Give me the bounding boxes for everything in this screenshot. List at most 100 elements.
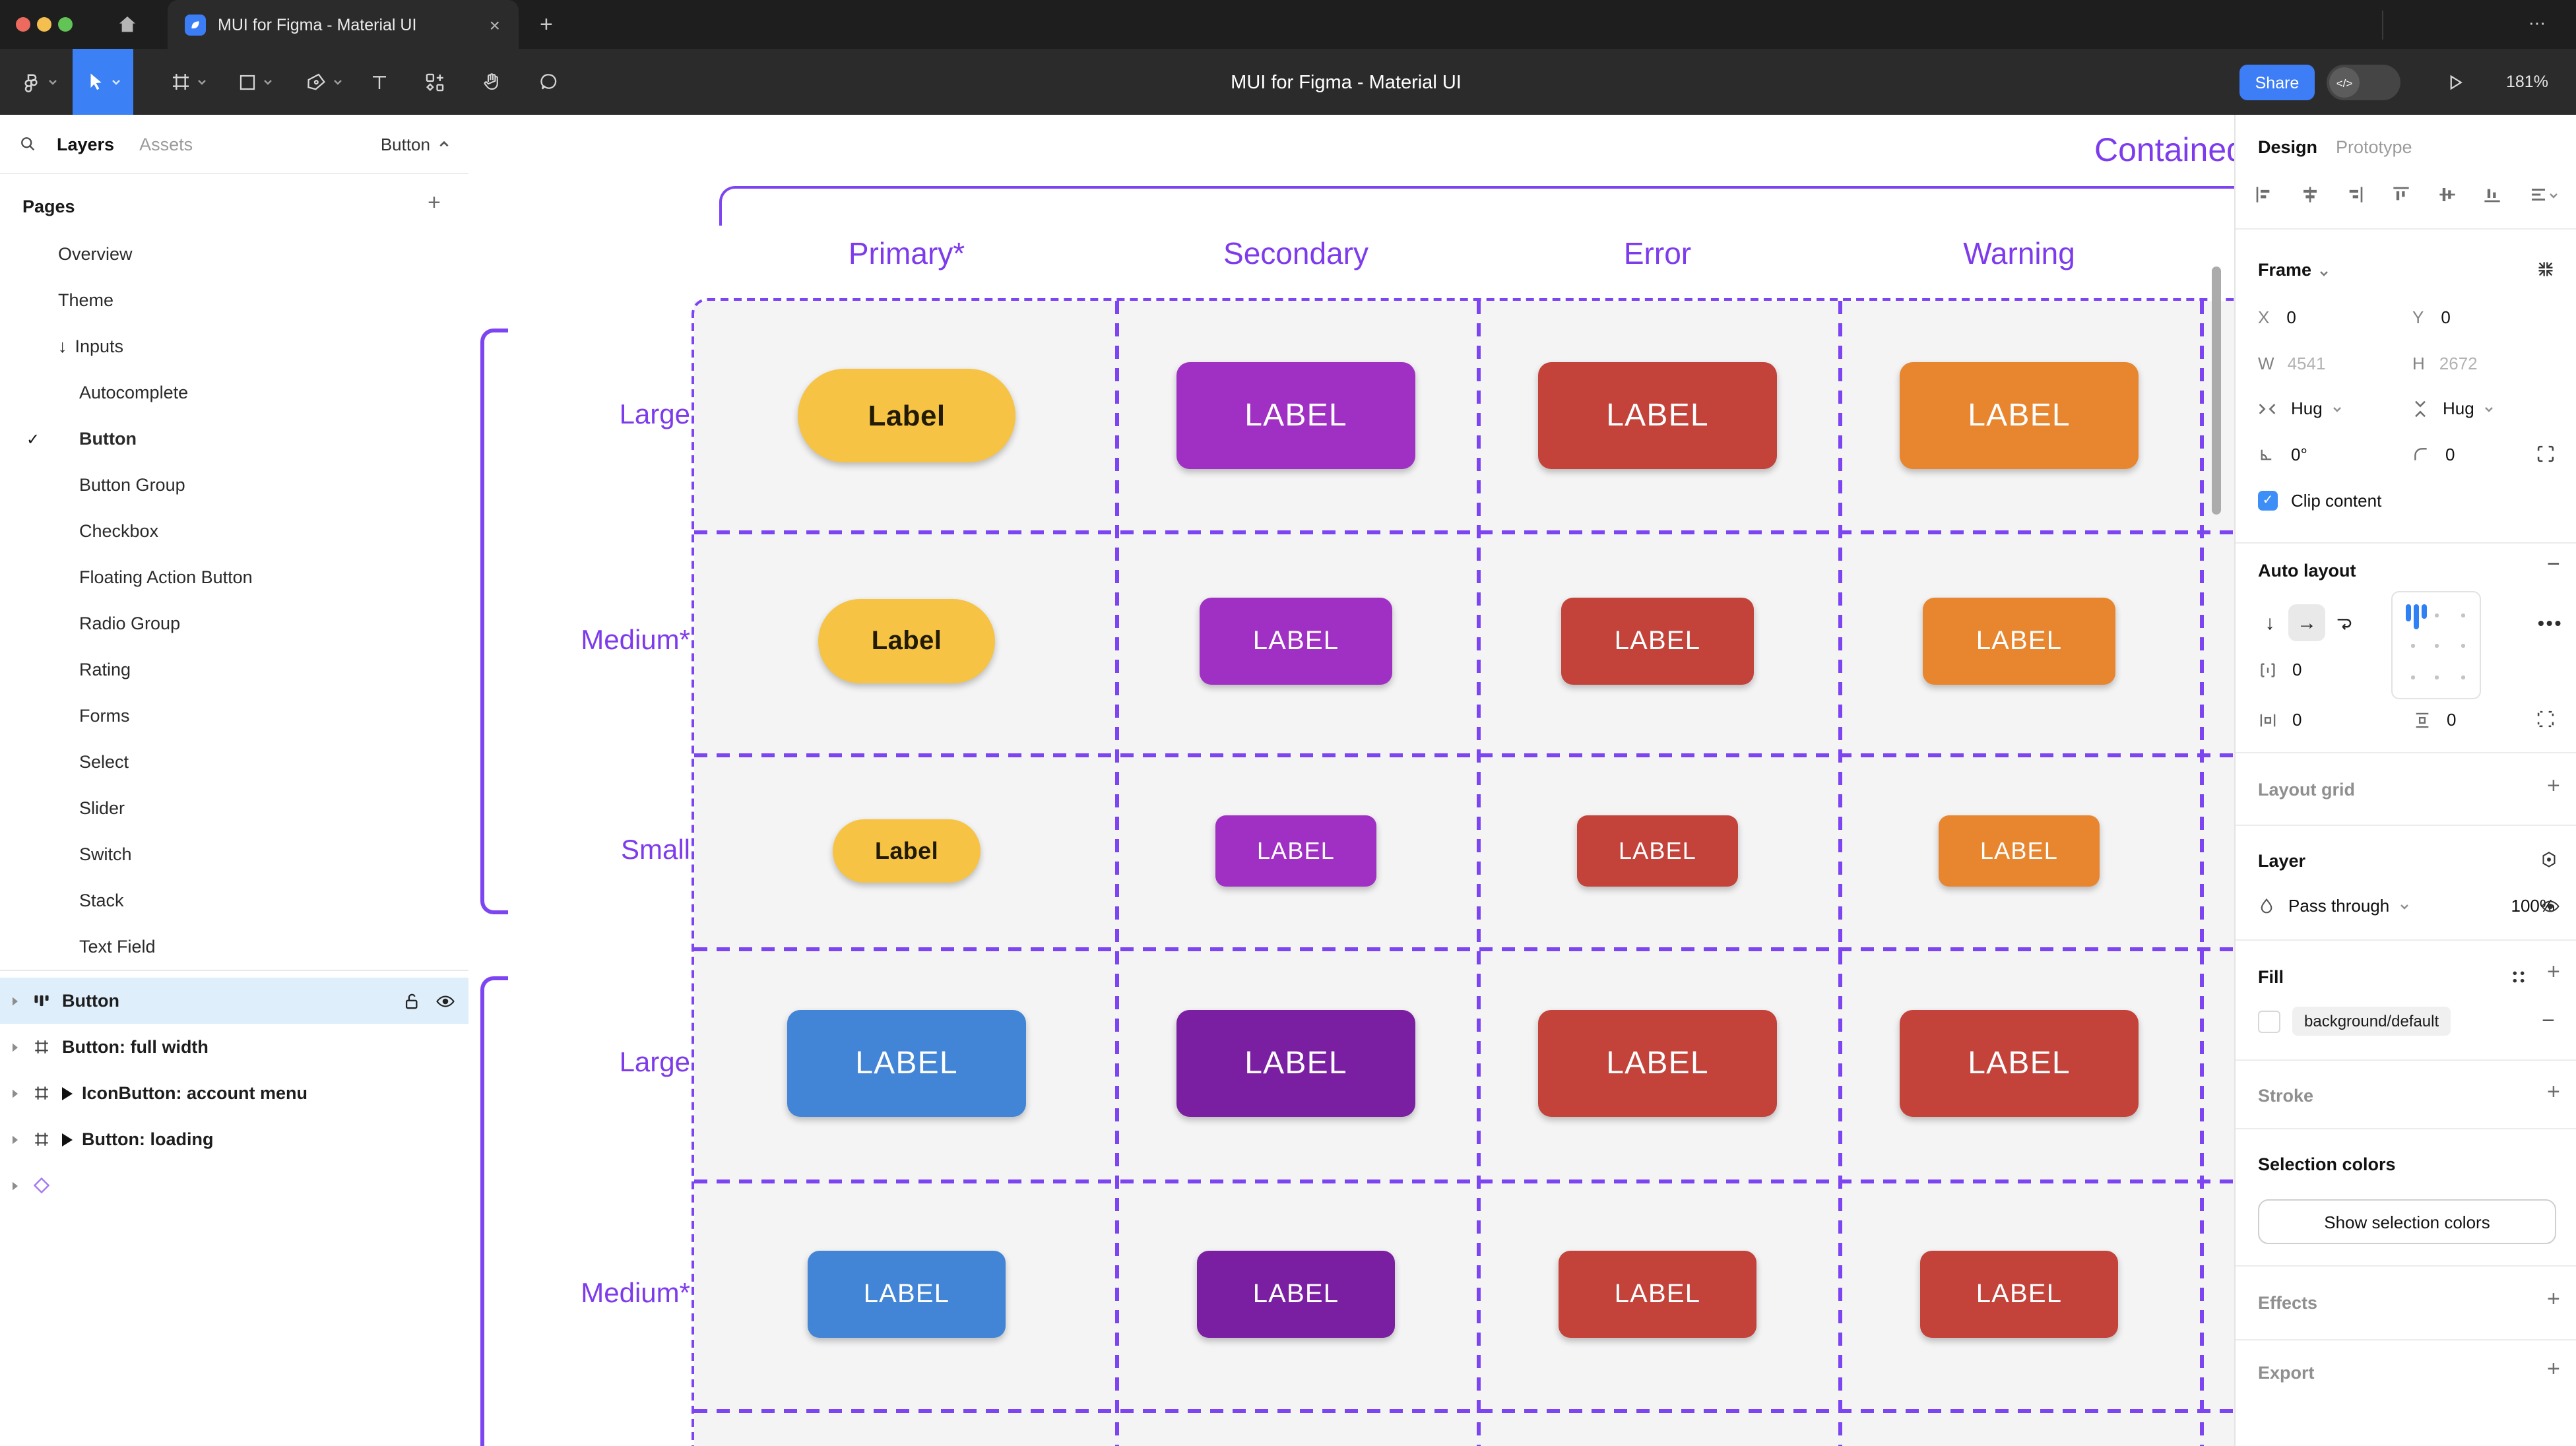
sidebar-page-forms[interactable]: Forms (0, 693, 468, 739)
mui-button-large-error[interactable]: LABEL (1538, 1010, 1777, 1117)
tab-layers[interactable]: Layers (57, 134, 115, 154)
sidebar-page-select[interactable]: Select (0, 739, 468, 785)
chevron-down-icon[interactable] (2319, 268, 2329, 278)
frame-section-header[interactable]: Frame (2258, 260, 2312, 280)
auto-layout-more-icon[interactable]: ••• (2538, 612, 2563, 633)
rotation-field[interactable]: 0° (2258, 445, 2307, 464)
mui-button-medium-warning[interactable]: LABEL (1923, 598, 2115, 685)
dev-mode-toggle[interactable]: </> (2327, 65, 2400, 100)
zoom-level[interactable]: 181% (2506, 73, 2548, 91)
independent-padding-icon[interactable] (2536, 710, 2555, 728)
add-page-icon[interactable]: + (428, 190, 441, 215)
auto-layout-alignment-widget[interactable] (2391, 591, 2481, 699)
align-bottom-icon[interactable] (2483, 185, 2503, 204)
mui-button-medium-secondary[interactable]: LABEL (1200, 598, 1392, 685)
mui-button-medium-error[interactable]: LABEL (1561, 598, 1754, 685)
align-left-icon[interactable] (2254, 185, 2274, 204)
clip-content-checkbox[interactable]: ✓ Clip content (2258, 491, 2381, 511)
hand-tool-button[interactable] (470, 49, 515, 115)
sidebar-page-floating-action-button[interactable]: Floating Action Button (0, 554, 468, 600)
mui-button-large-primary[interactable]: Label (798, 369, 1015, 462)
mui-button-small-secondary[interactable]: LABEL (1215, 815, 1376, 887)
active-tab[interactable]: MUI for Figma - Material UI × (168, 0, 519, 49)
sidebar-page-slider[interactable]: Slider (0, 785, 468, 831)
expand-caret-icon[interactable] (13, 996, 18, 1005)
expand-caret-icon[interactable] (13, 1181, 18, 1190)
independent-corners-icon[interactable] (2536, 445, 2555, 463)
sidebar-page-rating[interactable]: Rating (0, 646, 468, 693)
canvas-scrollbar[interactable] (2212, 267, 2221, 515)
sidebar-page-switch[interactable]: Switch (0, 831, 468, 877)
padding-vertical-field[interactable]: 0 (2412, 710, 2456, 730)
add-effect-icon[interactable]: + (2547, 1286, 2560, 1311)
share-button[interactable]: Share (2239, 65, 2315, 100)
text-tool-button[interactable] (359, 49, 399, 115)
present-button[interactable] (2435, 49, 2474, 115)
main-menu-button[interactable] (11, 49, 69, 115)
hug-height-dropdown[interactable]: Hug (2412, 398, 2494, 418)
shape-tool-button[interactable] (224, 49, 285, 115)
sidebar-page-stack[interactable]: Stack (0, 877, 468, 924)
scope-dropdown[interactable]: Button (380, 134, 430, 154)
actions-tool-button[interactable] (412, 49, 457, 115)
sidebar-page-checkbox[interactable]: Checkbox (0, 508, 468, 554)
y-field[interactable]: Y 0 (2412, 307, 2451, 327)
home-icon[interactable] (116, 13, 139, 36)
blend-mode-icon[interactable] (2539, 850, 2559, 869)
canvas[interactable]: Contained Primary* Secondary Error Warning … (468, 115, 2234, 1446)
sidebar-page-autocomplete[interactable]: Autocomplete (0, 369, 468, 416)
add-stroke-icon[interactable]: + (2547, 1079, 2560, 1104)
file-title[interactable]: MUI for Figma - Material UI (1231, 73, 1462, 94)
fill-style-token[interactable]: background/default (2292, 1007, 2451, 1036)
mui-button-medium-secondary[interactable]: LABEL (1197, 1251, 1395, 1338)
mui-button-large-secondary[interactable]: LABEL (1176, 1010, 1415, 1117)
mui-button-medium-primary[interactable]: LABEL (808, 1251, 1006, 1338)
x-field[interactable]: X 0 (2258, 307, 2296, 327)
gap-field[interactable]: 0 (2258, 660, 2302, 679)
new-tab-icon[interactable]: + (540, 12, 553, 37)
align-right-icon[interactable] (2346, 185, 2366, 204)
eye-icon[interactable] (435, 993, 455, 1009)
remove-fill-icon[interactable]: − (2542, 1008, 2555, 1033)
styles-icon[interactable] (2510, 968, 2527, 986)
layer-row-button-loading[interactable]: Button: loading (0, 1116, 468, 1162)
direction-vertical-button[interactable]: ↓ (2265, 612, 2275, 634)
mui-button-large-warning[interactable]: LABEL (1900, 362, 2139, 469)
mui-button-large-warning[interactable]: LABEL (1900, 1010, 2139, 1117)
move-tool-button[interactable] (73, 49, 133, 115)
direction-horizontal-button[interactable]: → (2288, 604, 2325, 641)
mui-button-small-primary[interactable]: Label (833, 819, 981, 883)
close-tab-icon[interactable]: × (489, 14, 500, 35)
layer-row-iconbutton-account-menu[interactable]: IconButton: account menu (0, 1070, 468, 1116)
fill-row[interactable]: background/default − (2258, 1007, 2555, 1036)
add-export-icon[interactable]: + (2547, 1356, 2560, 1381)
comment-tool-button[interactable] (527, 49, 571, 115)
traffic-zoom-icon[interactable] (58, 17, 73, 32)
expand-caret-icon[interactable] (13, 1042, 18, 1052)
tab-design[interactable]: Design (2258, 137, 2318, 157)
mui-button-large-error[interactable]: LABEL (1538, 362, 1777, 469)
frame-title[interactable]: Contained (2094, 132, 2234, 169)
expand-caret-icon[interactable] (13, 1135, 18, 1144)
sidebar-page-button[interactable]: ✓ Button (0, 416, 468, 462)
unlock-icon[interactable] (404, 991, 421, 1010)
traffic-close-icon[interactable] (16, 17, 30, 32)
mui-button-medium-error[interactable]: LABEL (1559, 1251, 1756, 1338)
sidebar-page-radio-group[interactable]: Radio Group (0, 600, 468, 646)
padding-horizontal-field[interactable]: 0 (2258, 710, 2302, 730)
layer-row--menu-[interactable] (0, 1162, 468, 1209)
align-horizontal-center-icon[interactable] (2300, 185, 2319, 204)
fill-color-swatch[interactable] (2258, 1010, 2280, 1032)
frame-tool-button[interactable] (158, 49, 219, 115)
visibility-eye-icon[interactable] (2540, 898, 2560, 914)
add-fill-icon[interactable]: + (2547, 959, 2560, 984)
distribute-menu[interactable] (2528, 185, 2559, 204)
align-top-icon[interactable] (2391, 185, 2411, 204)
mui-button-medium-primary[interactable]: Label (818, 599, 995, 683)
add-layout-grid-icon[interactable]: + (2547, 773, 2560, 798)
expand-caret-icon[interactable] (13, 1088, 18, 1098)
layer-row-button[interactable]: Button (0, 978, 468, 1024)
direction-wrap-button[interactable] (2325, 604, 2362, 641)
pen-tool-button[interactable] (293, 49, 356, 115)
mui-button-large-primary[interactable]: LABEL (787, 1010, 1026, 1117)
